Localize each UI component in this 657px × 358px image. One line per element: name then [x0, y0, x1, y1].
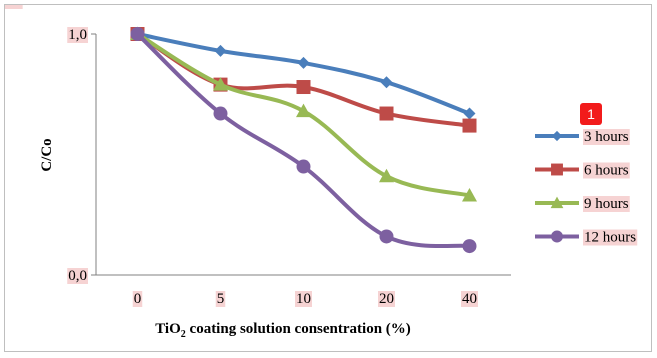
label-highlight	[132, 291, 143, 307]
data-point	[130, 27, 145, 41]
legend-swatch-marker	[551, 130, 563, 142]
label-highlight	[295, 291, 312, 307]
badge-label: 1	[587, 106, 595, 122]
data-point	[462, 187, 477, 202]
legend-entry: 12 hours	[535, 230, 636, 246]
label-highlight	[67, 268, 88, 284]
x-axis-title: TiO2 coating solution consentration (%)	[155, 321, 411, 340]
y-tick-label: 0,0	[68, 268, 87, 284]
data-point	[379, 106, 394, 121]
badge-box	[580, 103, 602, 125]
data-point	[213, 106, 228, 121]
series-line	[137, 32, 471, 116]
legend-entry: 9 hours	[535, 196, 629, 212]
data-point	[296, 159, 311, 174]
legend-label: 6 hours	[584, 163, 629, 179]
x-tick-label: 40	[462, 291, 477, 307]
legend-swatch-marker	[551, 163, 563, 176]
legend-entry: 6 hours	[535, 163, 629, 179]
legend-entry: 3 hours	[535, 129, 629, 145]
label-highlight	[583, 129, 630, 145]
legend-label: 9 hours	[584, 196, 629, 212]
data-point	[296, 80, 311, 95]
series-layer	[130, 26, 477, 254]
label-highlight	[583, 162, 630, 179]
axis-titles: C/Co TiO2 coating solution consentration …	[39, 138, 411, 340]
label-highlight	[215, 291, 226, 307]
label-highlight	[0, 0, 23, 9]
legend-swatch-marker	[550, 196, 564, 209]
tick-labels: 0 5 10 20 40 1,0 0,0	[68, 27, 477, 307]
label-highlight	[461, 291, 478, 307]
data-point	[213, 77, 228, 91]
data-point	[296, 103, 311, 118]
chart-axes	[91, 33, 511, 276]
x-tick-label: 20	[379, 291, 394, 307]
x-tick-label: 10	[296, 291, 311, 307]
data-point	[379, 168, 394, 183]
legend-swatch-marker	[551, 230, 563, 243]
data-point	[463, 107, 476, 120]
data-point	[380, 76, 393, 89]
legend: 3 hours 6 hours 9 hours 12 hours	[535, 129, 636, 246]
data-point	[462, 239, 477, 254]
chart-frame: 3 hours 6 hours 9 hours 12 hours 0 5 10 20 40 1,…	[0, 0, 652, 352]
legend-label: 3 hours	[584, 129, 629, 145]
label-highlight	[67, 27, 88, 43]
y-tick-label: 1,0	[68, 27, 87, 43]
data-point	[297, 56, 310, 69]
data-point	[214, 44, 227, 57]
x-tick-label: 0	[134, 291, 142, 307]
data-point	[462, 118, 477, 133]
label-highlight	[583, 229, 638, 246]
legend-label: 12 hours	[584, 230, 636, 246]
label-highlight	[378, 291, 395, 307]
x-tick-label: 5	[217, 291, 225, 307]
label-highlight	[583, 196, 630, 212]
y-axis-title: C/Co	[39, 138, 55, 171]
series-12-hours	[130, 27, 477, 254]
chart-svg: 3 hours 6 hours 9 hours 12 hours 0 5 10 20 40 1,…	[0, 0, 638, 340]
annotation-badge: 1	[580, 103, 602, 125]
data-point	[379, 229, 394, 244]
series-9-hours	[130, 26, 477, 202]
text-highlights	[0, 0, 638, 307]
